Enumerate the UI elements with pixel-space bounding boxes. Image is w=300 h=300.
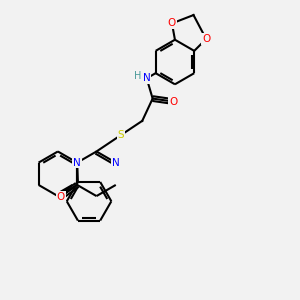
Text: H: H (134, 71, 142, 81)
Text: O: O (57, 192, 65, 202)
Text: S: S (118, 130, 124, 140)
Text: O: O (169, 97, 178, 106)
Text: N: N (143, 74, 151, 83)
Text: O: O (168, 18, 176, 28)
Text: N: N (73, 158, 81, 168)
Text: O: O (202, 34, 210, 44)
Text: N: N (112, 158, 120, 168)
